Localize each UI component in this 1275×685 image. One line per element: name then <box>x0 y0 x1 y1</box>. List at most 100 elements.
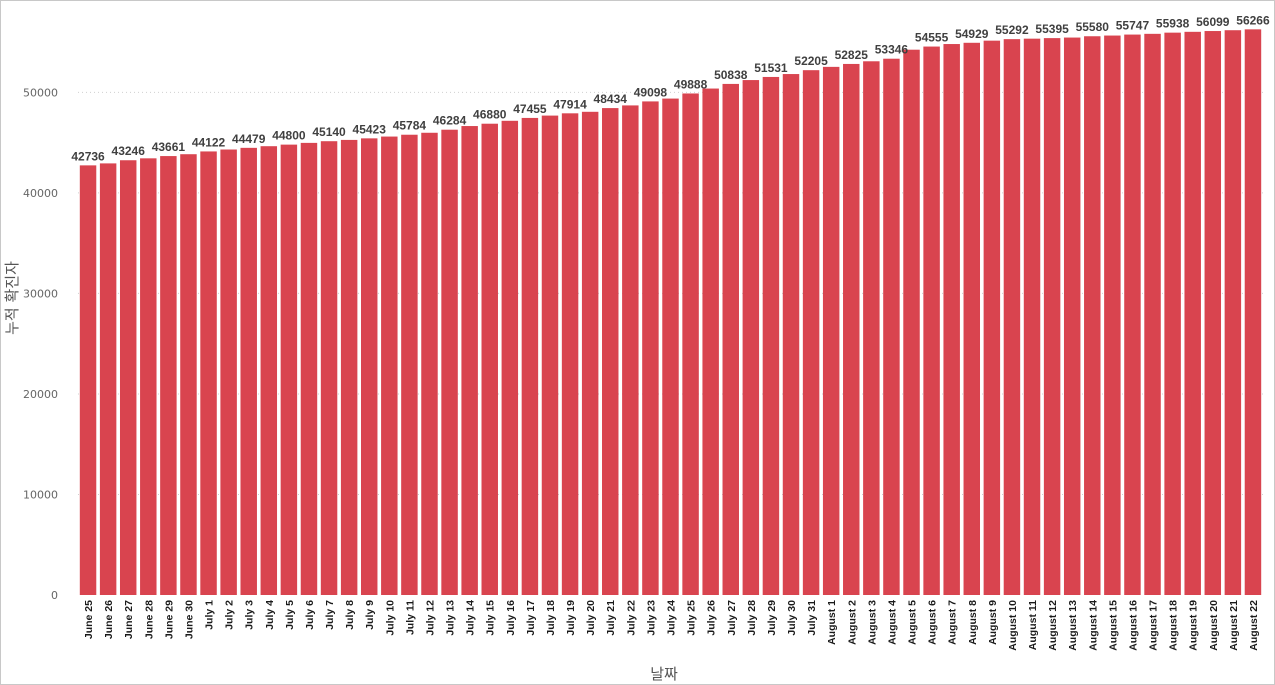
x-tick-label: August 14 <box>1087 600 1099 651</box>
x-tick-label: July 2 <box>224 600 236 630</box>
bar[interactable] <box>360 138 378 595</box>
bar[interactable] <box>79 165 97 595</box>
bar[interactable] <box>923 46 940 595</box>
bar[interactable] <box>441 129 458 595</box>
bar[interactable] <box>280 144 298 595</box>
bar[interactable] <box>260 146 278 595</box>
data-label: 43246 <box>112 144 146 158</box>
bar[interactable] <box>320 141 338 595</box>
bar[interactable] <box>802 70 820 596</box>
data-label: 54929 <box>955 27 989 41</box>
bar[interactable] <box>1104 35 1121 596</box>
bar[interactable] <box>863 61 880 595</box>
bar[interactable] <box>1164 32 1181 595</box>
y-tick-label: 0 <box>51 589 58 602</box>
bar[interactable] <box>963 42 981 596</box>
x-tick-label: August 10 <box>1007 600 1019 651</box>
y-tick-label: 20000 <box>23 388 58 401</box>
bar[interactable] <box>1144 33 1161 595</box>
bar[interactable] <box>883 58 900 596</box>
bar[interactable] <box>1043 38 1061 596</box>
x-tick-label: August 15 <box>1107 600 1119 651</box>
x-tick-label: July 16 <box>505 600 517 636</box>
x-tick-label: August 21 <box>1228 600 1240 651</box>
x-tick-label: August 12 <box>1047 600 1059 651</box>
bar[interactable] <box>742 80 760 595</box>
bar[interactable] <box>682 93 699 596</box>
x-tick-label: August 7 <box>947 600 959 645</box>
bar[interactable] <box>401 134 418 595</box>
bar[interactable] <box>461 126 478 595</box>
bar[interactable] <box>501 120 519 595</box>
bar[interactable] <box>300 142 318 595</box>
bar[interactable] <box>1244 29 1262 596</box>
bar[interactable] <box>99 163 117 595</box>
data-label: 47455 <box>513 102 547 116</box>
x-tick-label: June 27 <box>123 600 135 639</box>
x-tick-label: July 11 <box>404 600 416 635</box>
bar[interactable] <box>782 74 800 596</box>
bar[interactable] <box>843 63 860 596</box>
bar[interactable] <box>119 160 137 595</box>
bar[interactable] <box>180 154 197 595</box>
bar[interactable] <box>421 132 438 596</box>
y-tick-label: 30000 <box>23 287 58 300</box>
bar[interactable] <box>983 40 1001 596</box>
data-label: 45423 <box>353 122 387 136</box>
bar[interactable] <box>160 156 177 595</box>
bar[interactable] <box>481 123 498 595</box>
bar[interactable] <box>903 49 920 596</box>
x-tick-label: June 29 <box>163 600 175 639</box>
bar[interactable] <box>140 158 157 595</box>
data-label: 45140 <box>312 125 346 139</box>
bar[interactable] <box>200 151 217 595</box>
x-tick-label: July 21 <box>605 600 617 636</box>
x-tick-label: August 18 <box>1168 600 1180 651</box>
bar[interactable] <box>1063 37 1081 596</box>
data-labels: 42736 43246 43661 44122 44479 44800 45140 45423… <box>71 13 1270 163</box>
bar[interactable] <box>602 108 619 595</box>
bar[interactable] <box>622 105 639 596</box>
bar[interactable] <box>521 117 539 595</box>
bar[interactable] <box>240 147 257 596</box>
bar[interactable] <box>1023 38 1041 595</box>
bar[interactable] <box>541 115 559 595</box>
data-label: 46880 <box>473 108 507 122</box>
x-tick-label: August 13 <box>1067 600 1079 651</box>
x-tick-label: August 8 <box>967 600 979 645</box>
bar[interactable] <box>822 66 840 595</box>
x-tick-label: July 23 <box>645 600 657 636</box>
bar[interactable] <box>1224 30 1242 596</box>
bar[interactable] <box>662 98 679 595</box>
bar[interactable] <box>943 44 960 596</box>
bar[interactable] <box>381 136 398 595</box>
bar[interactable] <box>1184 31 1201 595</box>
bar[interactable] <box>762 76 780 595</box>
data-label: 52825 <box>835 48 869 62</box>
bar[interactable] <box>561 113 579 596</box>
data-label: 42736 <box>71 149 105 163</box>
bar[interactable] <box>1084 36 1101 596</box>
data-label: 49098 <box>634 85 668 99</box>
data-label: 54555 <box>915 31 949 45</box>
x-tick-label: July 14 <box>465 600 477 636</box>
data-label: 52205 <box>794 54 828 68</box>
x-tick-label: June 30 <box>183 600 195 639</box>
bar[interactable] <box>220 149 237 595</box>
x-tick-label: July 27 <box>726 600 738 636</box>
bar[interactable] <box>642 101 659 595</box>
bar[interactable] <box>581 111 599 595</box>
bar[interactable] <box>722 83 739 595</box>
bar[interactable] <box>1003 39 1021 595</box>
data-label: 56266 <box>1236 13 1270 27</box>
bar[interactable] <box>340 139 358 595</box>
x-tick-label: July 30 <box>786 600 798 636</box>
bar[interactable] <box>1204 31 1222 595</box>
bar[interactable] <box>1124 34 1141 595</box>
bar[interactable] <box>702 88 719 596</box>
data-label: 55395 <box>1035 22 1069 36</box>
x-tick-label: July 28 <box>746 600 758 636</box>
y-tick-label: 40000 <box>23 187 58 200</box>
x-tick-label: August 19 <box>1188 600 1200 651</box>
data-label: 48434 <box>594 92 628 106</box>
